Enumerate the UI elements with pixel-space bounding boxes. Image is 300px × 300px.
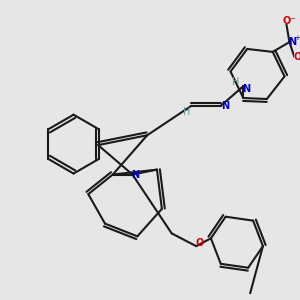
Text: O: O: [195, 238, 203, 248]
Text: −: −: [290, 16, 295, 22]
Text: +: +: [294, 35, 300, 41]
Text: H: H: [183, 107, 190, 117]
Text: N: N: [131, 169, 140, 179]
Text: O: O: [282, 16, 291, 26]
Text: N: N: [221, 101, 229, 111]
Text: O: O: [293, 52, 300, 62]
Text: N: N: [288, 37, 296, 47]
Text: N: N: [242, 84, 250, 94]
Text: H: H: [232, 77, 240, 87]
